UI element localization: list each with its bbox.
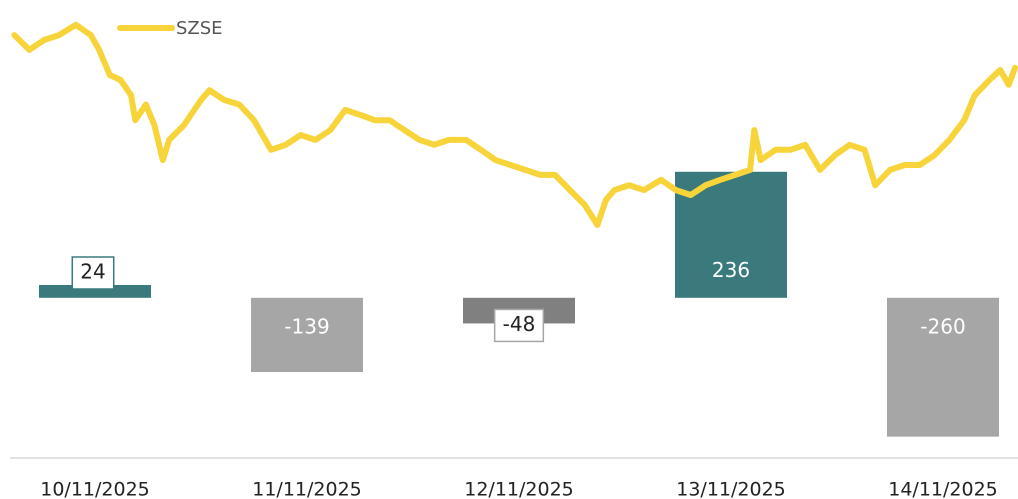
- bar: [887, 297, 999, 437]
- x-tick-label: 10/11/2025: [40, 479, 150, 499]
- bar: [251, 297, 363, 373]
- x-tick-label: 12/11/2025: [464, 479, 574, 499]
- data-label: -139: [284, 314, 329, 338]
- legend-label: SZSE: [176, 18, 223, 39]
- x-tick-label: 13/11/2025: [676, 479, 786, 499]
- data-label: -260: [920, 314, 965, 338]
- x-tick-label: 14/11/2025: [888, 479, 998, 499]
- data-label-box: [493, 308, 545, 343]
- data-label-box: [71, 256, 115, 290]
- data-label: -48: [503, 312, 536, 336]
- data-label: 24: [80, 259, 105, 283]
- bar: [39, 284, 151, 298]
- x-tick-label: 11/11/2025: [252, 479, 362, 499]
- data-label: 236: [712, 258, 750, 282]
- line: [11, 21, 1018, 228]
